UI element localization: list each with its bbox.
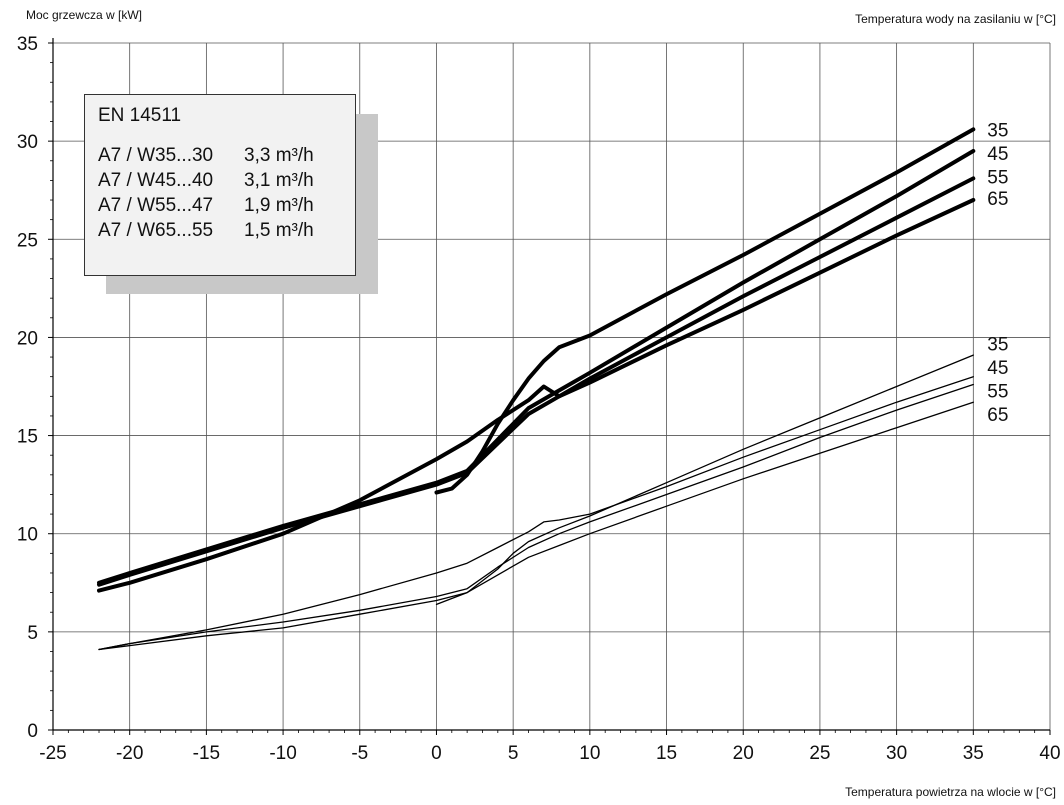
series-line-thin-35 xyxy=(435,354,974,606)
series-end-label-thick-45: 45 xyxy=(987,144,1008,165)
y-tick-label: 35 xyxy=(17,34,38,55)
series-end-label-thick-65: 65 xyxy=(987,189,1008,210)
legend-row-value: 3,1 m³/h xyxy=(244,170,314,191)
x-tick-label: -25 xyxy=(39,743,66,764)
y-tick-label: 0 xyxy=(27,721,38,742)
series-line-thick-55 xyxy=(97,176,976,587)
legend-box: EN 14511 A7 / W35...30 3,3 m³/h A7 / W45… xyxy=(84,94,356,276)
x-tick-label: -5 xyxy=(351,743,368,764)
y-axis-label: Moc grzewcza w [kW] xyxy=(26,8,143,22)
y-tick-label: 20 xyxy=(17,328,38,349)
legend-row: A7 / W45...40 3,1 m³/h xyxy=(98,168,355,193)
y-tick-label: 5 xyxy=(27,623,38,644)
legend-row-label: A7 / W65...55 xyxy=(98,220,214,241)
series-end-label-thin-55: 55 xyxy=(987,381,1008,402)
x-tick-label: -15 xyxy=(193,743,220,764)
series-end-label-thick-55: 55 xyxy=(987,167,1008,188)
legend-row: A7 / W35...30 3,3 m³/h xyxy=(98,143,355,168)
series-end-label-thick-35: 35 xyxy=(987,120,1008,141)
x-tick-label: 35 xyxy=(963,743,984,764)
x-tick-label: -10 xyxy=(269,743,296,764)
series-end-label-thin-65: 65 xyxy=(987,405,1008,426)
series-end-label-thin-35: 35 xyxy=(987,334,1008,355)
series-line-thick-65 xyxy=(97,198,976,593)
tick-labels: -25 -20 -15 -10 -5 0 5 10 15 20 25 30 35 40 0 5 10 15 20 25… xyxy=(17,34,1061,764)
legend-row-label: A7 / W45...40 xyxy=(98,170,214,191)
legend-row-value: 3,3 m³/h xyxy=(244,145,314,166)
series-line-thin-45 xyxy=(98,383,974,651)
x-tick-label: 0 xyxy=(431,743,442,764)
x-tick-label: -20 xyxy=(116,743,143,764)
x-tick-label: 40 xyxy=(1039,743,1060,764)
series-line-thin-65 xyxy=(98,376,974,651)
x-tick-label: 30 xyxy=(886,743,907,764)
legend-row: A7 / W65...55 1,5 m³/h xyxy=(98,218,355,243)
right-axis-title: Temperatura wody na zasilaniu w [°C] xyxy=(855,12,1056,26)
legend-row-value: 1,5 m³/h xyxy=(244,220,314,241)
series-lines xyxy=(97,127,976,651)
legend-row-label: A7 / W35...30 xyxy=(98,145,214,166)
y-tick-label: 15 xyxy=(17,427,38,448)
y-tick-label: 25 xyxy=(17,230,38,251)
legend-title: EN 14511 xyxy=(98,105,182,126)
series-line-thick-35 xyxy=(434,127,976,495)
legend-row-label: A7 / W55...47 xyxy=(98,195,214,216)
y-tick-label: 30 xyxy=(17,132,38,153)
series-line-thin-55 xyxy=(98,401,974,651)
series-end-label-thin-45: 45 xyxy=(987,358,1008,379)
x-tick-label: 25 xyxy=(809,743,830,764)
x-tick-label: 5 xyxy=(508,743,519,764)
axes xyxy=(48,38,1051,735)
x-tick-label: 15 xyxy=(656,743,677,764)
x-tick-label: 10 xyxy=(579,743,600,764)
x-axis-label: Temperatura powietrza na wlocie w [°C] xyxy=(845,785,1056,799)
x-tick-label: 20 xyxy=(733,743,754,764)
legend-row: A7 / W55...47 1,9 m³/h xyxy=(98,193,355,218)
legend-row-value: 1,9 m³/h xyxy=(244,195,314,216)
y-tick-label: 10 xyxy=(17,525,38,546)
